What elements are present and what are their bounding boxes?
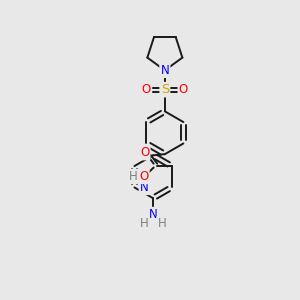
Text: N: N	[148, 208, 157, 221]
Text: O: O	[179, 83, 188, 96]
Text: H: H	[129, 170, 138, 183]
Text: N: N	[140, 181, 148, 194]
Text: O: O	[140, 146, 149, 159]
Text: N: N	[160, 64, 169, 77]
Text: H: H	[158, 217, 166, 230]
Text: O: O	[142, 83, 151, 96]
Text: S: S	[161, 83, 169, 96]
Text: H: H	[140, 217, 148, 230]
Text: O: O	[139, 170, 148, 183]
